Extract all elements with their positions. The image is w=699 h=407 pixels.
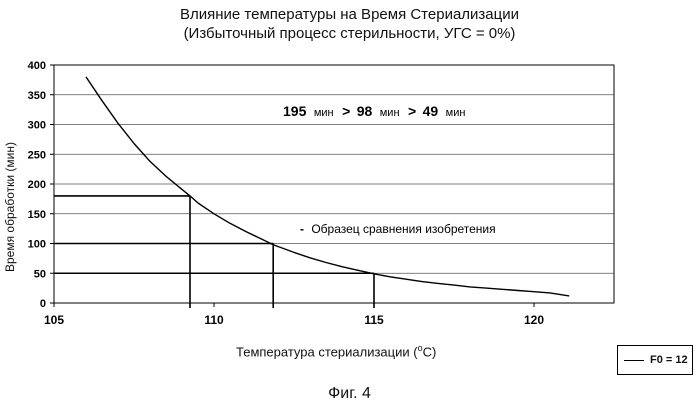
x-tick-label: 120: [524, 313, 544, 327]
legend-label: F0 = 12: [650, 354, 688, 366]
figure-caption: Фиг. 4: [0, 385, 699, 403]
annotation-note-dash: -: [300, 222, 304, 236]
y-axis-label: Время обработки (мин): [3, 142, 17, 272]
x-tick-label: 110: [204, 313, 224, 327]
chart-canvas: 0 50 100 150 200 250 300 350 400 105 110 115 120 19…: [0, 0, 699, 330]
x-axis-label-prefix: Температура стериализации (: [236, 344, 418, 359]
annotation-separator-2: >: [408, 103, 416, 119]
y-tick-label: 400: [28, 60, 46, 72]
annotation-time-2: 98: [357, 103, 373, 119]
y-tick-labels: 0 50 100 150 200 250 300 350 400: [28, 60, 46, 310]
annotation-note: - Образец сравнения изобретения: [300, 222, 496, 236]
annotation-unit-1: мин: [314, 107, 334, 119]
y-tick-label: 100: [28, 239, 46, 251]
annotation-note-text: Образец сравнения изобретения: [311, 222, 495, 236]
x-tick-label: 105: [44, 313, 64, 327]
annotation-times: 195 мин > 98 мин > 49 мин: [283, 103, 465, 120]
x-tick-label: 115: [364, 313, 384, 327]
y-tick-label: 350: [28, 90, 46, 102]
y-tick-label: 250: [28, 149, 46, 161]
legend: F0 = 12: [617, 345, 693, 375]
y-tick-label: 50: [34, 268, 46, 280]
y-tick-label: 300: [28, 120, 46, 132]
x-axis-label-suffix: C): [423, 344, 437, 359]
y-tick-label: 0: [40, 298, 46, 310]
x-axis-label: Температура стериализации (oC): [236, 343, 436, 359]
annotation-unit-2: мин: [380, 107, 400, 119]
x-tick-labels: 105 110 115 120: [44, 303, 544, 327]
legend-swatch: [624, 360, 644, 361]
annotation-unit-3: мин: [446, 107, 466, 119]
y-tick-label: 150: [28, 209, 46, 221]
y-tick-label: 200: [28, 179, 46, 191]
annotation-time-3: 49: [423, 103, 439, 119]
annotation-separator-1: >: [342, 103, 350, 119]
annotation-time-1: 195: [283, 103, 307, 119]
